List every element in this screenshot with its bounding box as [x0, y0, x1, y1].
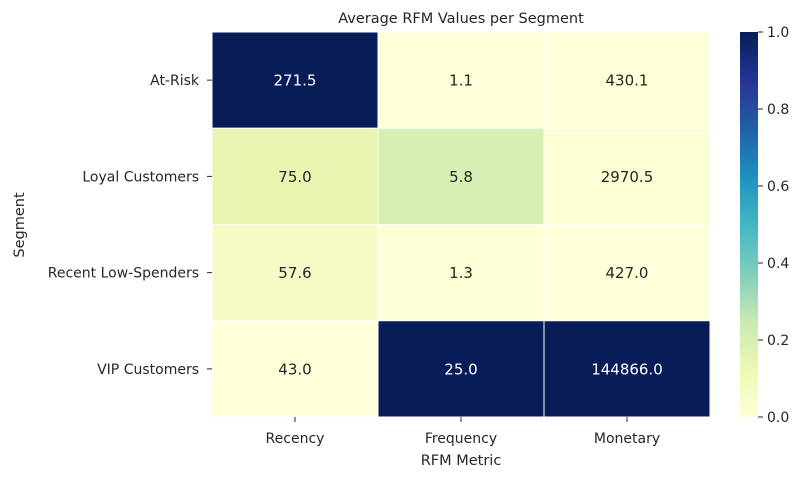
heatmap-cells: 271.5 1.1 430.1 75.0 5.8 2970.5 57.6 1.3 427.0 43… [211, 31, 711, 418]
heatmap-cell [543, 31, 711, 129]
column-label: Recency [266, 431, 325, 447]
cell-value-label: 2970.5 [601, 168, 654, 186]
colorbar [740, 32, 758, 417]
colorbar-tick-label: 0.4 [767, 256, 789, 272]
colorbar-tick-label: 0.6 [767, 179, 789, 195]
row-label: At-Risk [150, 73, 200, 89]
cell-value-label: 57.6 [278, 264, 311, 282]
row-label: Loyal Customers [82, 169, 199, 185]
colorbar-tick-label: 0.2 [767, 333, 789, 349]
heatmap-cell [377, 127, 545, 225]
cell-value-label: 271.5 [274, 72, 317, 90]
colorbar-ticks: 0.0 0.2 0.4 0.6 0.8 1.0 [758, 25, 789, 426]
heatmap-cell [211, 320, 379, 418]
colorbar-tick-label: 0.8 [767, 102, 789, 118]
cell-value-label: 1.3 [449, 264, 473, 282]
x-axis-label: RFM Metric [421, 453, 502, 469]
column-label: Monetary [594, 431, 660, 447]
column-label: Frequency [425, 431, 497, 447]
heatmap-cell [211, 127, 379, 225]
column-labels: Recency Frequency Monetary [266, 417, 660, 447]
heatmap-cell [377, 224, 545, 322]
cell-value-label: 144866.0 [591, 360, 663, 378]
colorbar-tick-label: 1.0 [767, 25, 789, 41]
colorbar-tick-label: 0.0 [767, 410, 789, 426]
chart-title: Average RFM Values per Segment [338, 11, 584, 27]
cell-value-label: 43.0 [278, 360, 311, 378]
row-label: Recent Low-Spenders [48, 266, 199, 282]
heatmap-cell [543, 127, 711, 225]
cell-value-label: 25.0 [444, 360, 477, 378]
y-axis-label: Segment [12, 192, 28, 258]
heatmap-cell [211, 31, 379, 129]
heatmap-cell [377, 31, 545, 129]
row-label: VIP Customers [97, 362, 199, 378]
heatmap-cell [543, 320, 711, 418]
row-labels: At-Risk Loyal Customers Recent Low-Spender… [48, 73, 212, 378]
cell-value-label: 1.1 [449, 72, 473, 90]
cell-value-label: 427.0 [606, 264, 649, 282]
cell-value-label: 430.1 [606, 72, 649, 90]
cell-value-label: 75.0 [278, 168, 311, 186]
cell-value-label: 5.8 [449, 168, 473, 186]
